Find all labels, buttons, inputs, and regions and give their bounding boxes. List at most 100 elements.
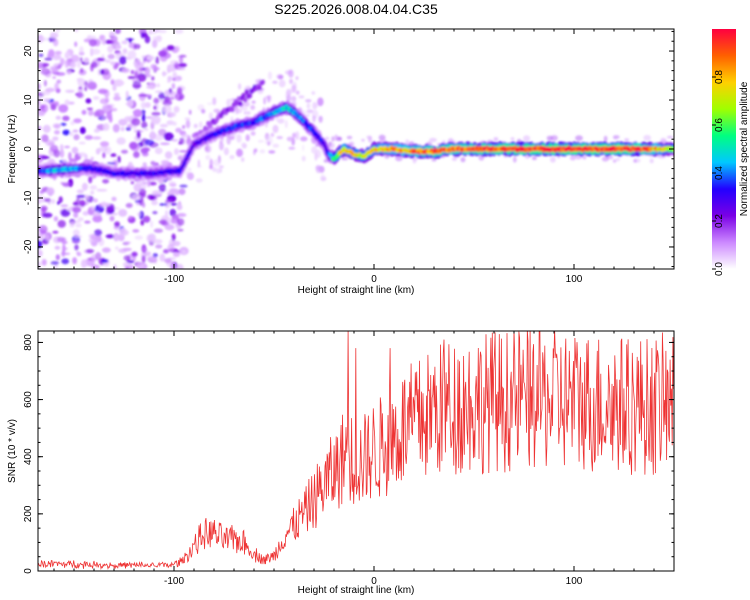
noise-blob bbox=[272, 143, 280, 148]
noise-blob bbox=[318, 115, 323, 123]
noise-blob bbox=[55, 115, 62, 120]
noise-blob bbox=[144, 66, 151, 76]
noise-blob bbox=[119, 227, 127, 236]
noise-blob bbox=[64, 99, 70, 106]
noise-blob bbox=[96, 148, 100, 154]
noise-blob bbox=[55, 254, 60, 261]
noise-blob bbox=[131, 251, 138, 257]
noise-blob bbox=[311, 146, 318, 154]
noise-blob bbox=[284, 120, 288, 129]
noise-blob bbox=[114, 29, 121, 34]
noise-blob bbox=[158, 191, 163, 195]
noise-blob bbox=[151, 200, 158, 206]
noise-blob bbox=[113, 96, 121, 101]
noise-blob bbox=[162, 98, 173, 107]
y-tick-label: -20 bbox=[23, 239, 34, 254]
noise-blob bbox=[42, 212, 53, 218]
noise-blob bbox=[236, 148, 243, 157]
noise-blob bbox=[153, 134, 163, 141]
noise-blob bbox=[175, 95, 180, 100]
noise-blob bbox=[235, 106, 239, 115]
noise-blob bbox=[114, 92, 120, 97]
noise-blob bbox=[60, 204, 69, 208]
noise-blob bbox=[100, 141, 109, 147]
noise-blob bbox=[224, 147, 229, 155]
noise-blob bbox=[52, 54, 62, 61]
noise-blob bbox=[148, 181, 157, 186]
noise-blob bbox=[152, 211, 158, 215]
x-tick-label: 0 bbox=[371, 274, 377, 285]
noise-blob bbox=[531, 156, 537, 161]
noise-blob bbox=[141, 121, 148, 129]
noise-blob bbox=[181, 133, 189, 139]
noise-blob bbox=[132, 80, 142, 90]
noise-blob bbox=[40, 155, 50, 160]
snr-series-line bbox=[38, 331, 674, 571]
noise-blob bbox=[39, 104, 45, 111]
noise-blob bbox=[179, 56, 184, 64]
noise-blob bbox=[84, 86, 88, 92]
colorbar-tick-label: 0.0 bbox=[714, 262, 725, 276]
noise-blob bbox=[174, 148, 179, 156]
noise-blob bbox=[41, 206, 47, 212]
noise-blob bbox=[633, 159, 637, 163]
noise-blob bbox=[105, 59, 111, 63]
noise-blob bbox=[78, 141, 86, 145]
noise-blob bbox=[151, 119, 161, 125]
noise-blob bbox=[125, 127, 132, 131]
noise-blob bbox=[133, 109, 143, 118]
noise-blob bbox=[54, 50, 62, 55]
noise-blob bbox=[159, 203, 168, 206]
secondary-ridge-mark bbox=[204, 126, 209, 132]
noise-blob bbox=[550, 156, 556, 163]
noise-blob bbox=[301, 155, 306, 162]
noise-blob bbox=[55, 72, 66, 76]
noise-blob bbox=[159, 142, 170, 146]
noise-blob bbox=[84, 80, 88, 86]
noise-blob bbox=[72, 257, 77, 265]
x-tick-label: 100 bbox=[566, 274, 583, 285]
noise-blob bbox=[306, 109, 314, 114]
noise-blob bbox=[85, 249, 95, 254]
noise-blob bbox=[168, 88, 173, 94]
noise-blob bbox=[102, 37, 106, 46]
noise-blob bbox=[208, 112, 213, 120]
x-tick-label: -100 bbox=[164, 274, 184, 285]
noise-blob bbox=[44, 57, 53, 61]
noise-blob bbox=[38, 195, 44, 203]
noise-blob bbox=[149, 195, 155, 201]
noise-blob bbox=[53, 124, 61, 129]
noise-blob bbox=[512, 156, 517, 163]
noise-blob bbox=[643, 134, 652, 141]
noise-blob bbox=[90, 190, 95, 195]
noise-blob bbox=[226, 98, 231, 107]
noise-blob bbox=[49, 65, 60, 71]
noise-blob bbox=[163, 132, 174, 141]
noise-blob bbox=[79, 199, 86, 207]
noise-blob bbox=[523, 135, 531, 142]
noise-blob bbox=[102, 123, 110, 131]
spectrogram-image bbox=[38, 29, 674, 269]
noise-blob bbox=[144, 102, 151, 108]
secondary-ridge-mark bbox=[243, 97, 248, 103]
noise-blob bbox=[112, 123, 120, 133]
colorbar-tick-label: 0.4 bbox=[714, 166, 725, 180]
noise-blob bbox=[306, 113, 310, 117]
noise-blob bbox=[150, 130, 155, 139]
secondary-ridge-mark bbox=[260, 79, 265, 85]
noise-blob bbox=[150, 220, 154, 228]
noise-blob bbox=[138, 93, 148, 97]
noise-blob bbox=[99, 98, 109, 105]
noise-blob bbox=[78, 152, 87, 158]
noise-blob bbox=[152, 253, 158, 258]
noise-blob bbox=[96, 188, 103, 192]
noise-blob bbox=[153, 228, 163, 233]
noise-blob bbox=[153, 97, 160, 104]
noise-blob bbox=[86, 107, 93, 111]
noise-blob bbox=[90, 48, 101, 55]
noise-blob bbox=[286, 94, 292, 102]
noise-blob bbox=[158, 50, 167, 57]
y-tick-label: 200 bbox=[23, 505, 34, 522]
noise-blob bbox=[65, 89, 75, 93]
noise-blob bbox=[116, 44, 122, 50]
